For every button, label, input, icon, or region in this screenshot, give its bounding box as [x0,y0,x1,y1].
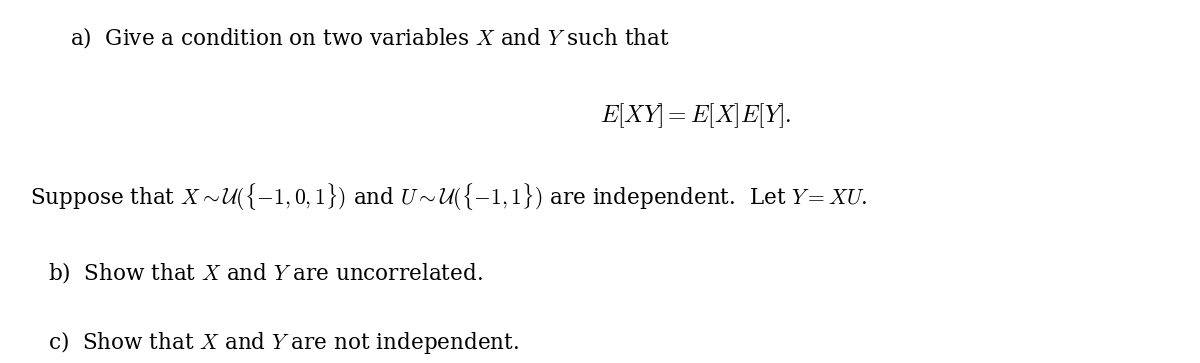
Text: $E[XY] = E[X]E[Y].$: $E[XY] = E[X]E[Y].$ [600,102,791,130]
Text: b)  Show that $X$ and $Y$ are uncorrelated.: b) Show that $X$ and $Y$ are uncorrelate… [48,260,482,285]
Text: a)  Give a condition on two variables $X$ and $Y$ such that: a) Give a condition on two variables $X$… [70,25,670,50]
Text: Suppose that $X \sim \mathcal{U}(\{-1, 0, 1\})$ and $U \sim \mathcal{U}(\{-1, 1\: Suppose that $X \sim \mathcal{U}(\{-1, 0… [30,182,868,213]
Text: c)  Show that $X$ and $Y$ are not independent.: c) Show that $X$ and $Y$ are not indepen… [48,329,520,355]
